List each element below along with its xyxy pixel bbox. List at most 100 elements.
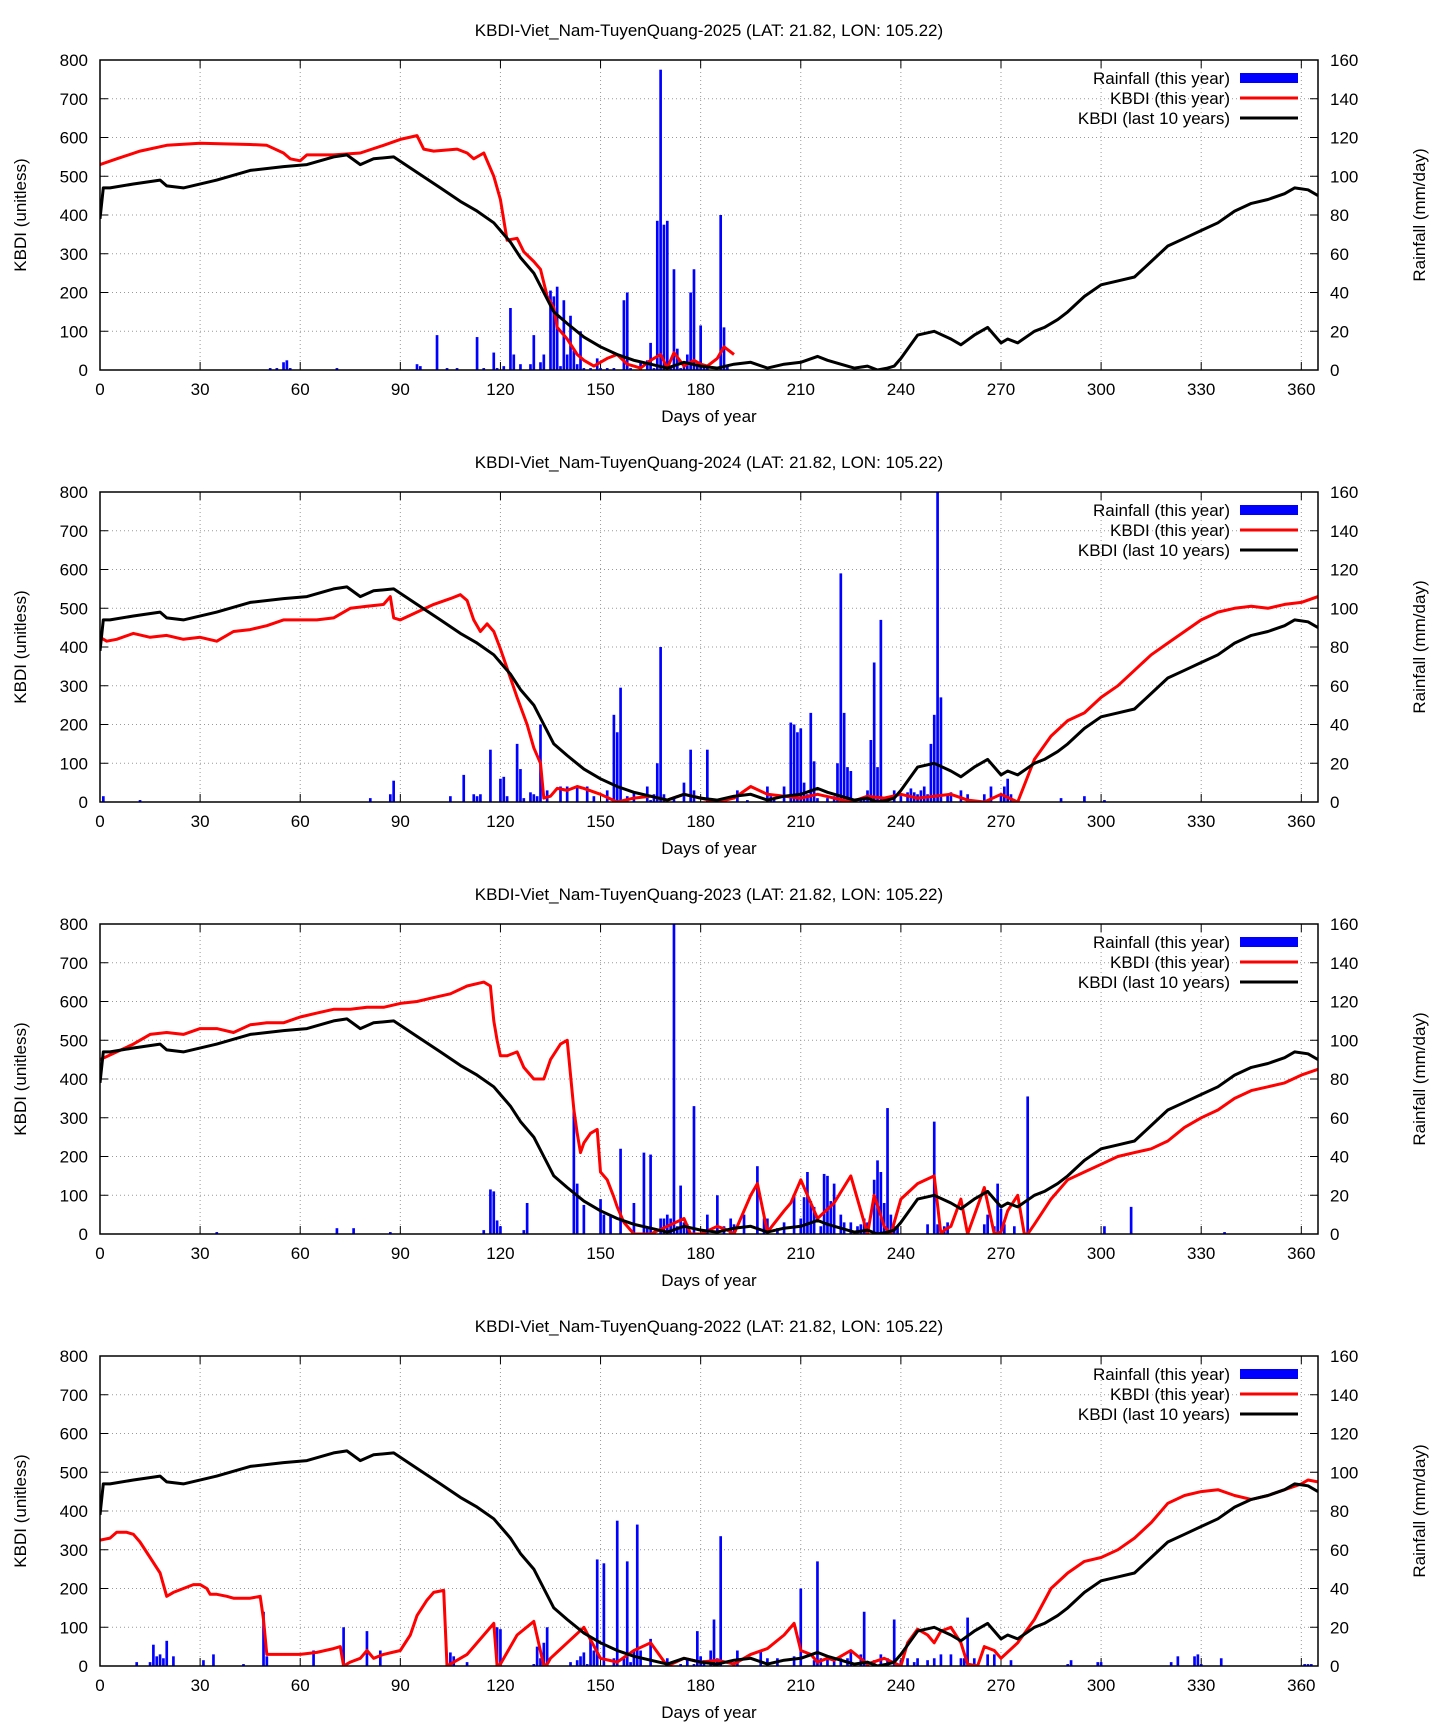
rainfall-bar: [275, 368, 279, 370]
plot-frame: [99, 491, 1319, 803]
rainfall-bar: [1223, 1232, 1226, 1234]
rainfall-bar: [602, 1563, 606, 1666]
rainfall-bar: [565, 354, 569, 370]
y2-tick-label: 120: [1330, 129, 1358, 148]
rainfall-bar: [716, 1195, 719, 1234]
y2-tick-label: 0: [1330, 1657, 1339, 1676]
rainfall-bar: [312, 1650, 315, 1666]
y2-tick-label: 40: [1330, 1580, 1349, 1599]
chart-title: KBDI-Viet_Nam-TuyenQuang-2024 (LAT: 21.8…: [475, 453, 943, 472]
rainfall-bar: [809, 1201, 813, 1234]
y-axis-label: KBDI (unitless): [11, 1454, 30, 1567]
chart-title: KBDI-Viet_Nam-TuyenQuang-2022 (LAT: 21.8…: [475, 1317, 943, 1336]
kbdi-this-year-line: [100, 593, 1318, 802]
rainfall-bar: [726, 366, 729, 370]
rainfall-bar: [475, 796, 479, 802]
legend-label: KBDI (this year): [1110, 953, 1230, 972]
legend-swatch-rainfall: [1240, 1369, 1298, 1379]
rainfall-bar: [826, 798, 829, 802]
chart-panel-2022: KBDI-Viet_Nam-TuyenQuang-2022 (LAT: 21.8…: [0, 1296, 1440, 1728]
rainfall-bar: [936, 492, 939, 802]
y-tick-label: 200: [60, 1580, 88, 1599]
rainfall-bar: [535, 796, 539, 802]
y2-tick-label: 100: [1330, 1463, 1358, 1482]
y2-tick-label: 100: [1330, 167, 1358, 186]
rainfall-bar: [495, 1220, 499, 1234]
rainfall-bar: [992, 1654, 996, 1666]
rainfall-bar: [826, 1175, 829, 1234]
rainfall-bar: [966, 1617, 969, 1666]
y2-tick-label: 60: [1330, 1109, 1349, 1128]
x-tick-label: 60: [291, 812, 310, 831]
x-tick-label: 270: [987, 1244, 1015, 1263]
rainfall-bar: [705, 368, 709, 370]
rainfall-bar: [619, 1148, 622, 1234]
rainfall-bar: [492, 1191, 496, 1234]
rainfall-bar: [862, 1611, 866, 1666]
kbdi-last-10-years-line: [100, 1449, 1318, 1666]
y-tick-label: 100: [60, 754, 88, 773]
rainfall-bar: [552, 296, 556, 370]
plot-frame: [99, 923, 1319, 1235]
x-tick-label: 360: [1287, 812, 1315, 831]
x-axis-label: Days of year: [661, 407, 757, 426]
rainfall-bar: [746, 800, 749, 802]
y2-tick-label: 0: [1330, 1225, 1339, 1244]
rainfall-bar: [729, 1218, 733, 1234]
rainfall-bar: [695, 1631, 699, 1666]
x-tick-label: 120: [486, 1244, 514, 1263]
legend-label: KBDI (this year): [1110, 521, 1230, 540]
rainfall-bar: [719, 215, 723, 370]
y2-tick-label: 20: [1330, 322, 1349, 341]
rainfall-bar: [812, 761, 816, 802]
rainfall-bar: [826, 1658, 829, 1666]
rainfall-bar: [502, 776, 506, 802]
legend-label: Rainfall (this year): [1093, 933, 1230, 952]
rainfall-bar: [172, 1656, 175, 1666]
legend-label: KBDI (this year): [1110, 1385, 1230, 1404]
rainfall-bar: [949, 792, 953, 802]
rainfall-bar: [832, 1183, 836, 1234]
y2-tick-label: 40: [1330, 284, 1349, 303]
rainfall-bar: [1129, 1206, 1133, 1234]
rainfall-bar: [1199, 1664, 1203, 1666]
rainfall-bar: [929, 743, 933, 802]
rainfall-bar: [672, 798, 676, 802]
rainfall-bar: [665, 1214, 669, 1234]
rainfall-bar: [582, 368, 586, 370]
rainfall-bar: [649, 800, 652, 802]
rainfall-bar: [879, 619, 883, 802]
rainfall-bar: [766, 1658, 769, 1666]
x-tick-label: 30: [191, 812, 210, 831]
kbdi-last-10-years-line: [100, 1017, 1318, 1234]
plot-frame: [99, 59, 1319, 371]
rainfall-bar: [962, 1658, 966, 1666]
x-tick-label: 60: [291, 380, 310, 399]
rainfall-bar: [829, 1201, 833, 1234]
x-tick-label: 240: [887, 1244, 915, 1263]
rainfall-bar: [762, 1218, 766, 1234]
rainfall-bar: [806, 1172, 809, 1234]
rainfall-bar: [1306, 1664, 1310, 1666]
x-tick-label: 150: [586, 1676, 614, 1695]
rainfall-bar: [599, 1199, 602, 1234]
x-tick-label: 210: [787, 1244, 815, 1263]
rainfall-bar: [659, 647, 662, 802]
y2-tick-label: 160: [1330, 51, 1358, 70]
rainfall-bar: [899, 796, 903, 802]
rainfall-bar: [1103, 1226, 1106, 1234]
y-tick-label: 600: [60, 129, 88, 148]
rainfall-bar: [936, 1224, 939, 1234]
rainfall-bar: [529, 792, 532, 802]
rainfall-bar: [579, 331, 582, 370]
rainfall-bar: [649, 1638, 652, 1666]
x-tick-label: 210: [787, 812, 815, 831]
rainfall-bar: [365, 1631, 369, 1666]
rainfall-bar: [625, 1561, 629, 1666]
rainfall-bar: [609, 1216, 612, 1234]
y-tick-label: 100: [60, 1618, 88, 1637]
grid: [100, 492, 1318, 802]
rainfall-bar: [335, 368, 339, 370]
rainfall-bar: [832, 1658, 836, 1666]
x-tick-label: 360: [1287, 380, 1315, 399]
